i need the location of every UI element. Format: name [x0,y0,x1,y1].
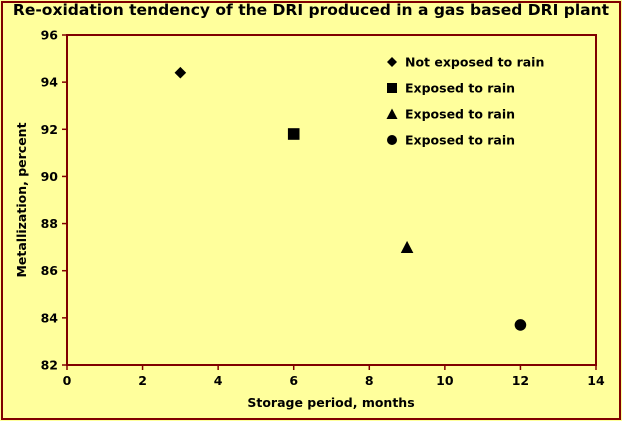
y-tick-label: 84 [41,310,59,325]
x-tick-label: 12 [512,373,529,388]
y-axis-ticks: 82 84 86 88 90 92 94 96 [41,28,67,373]
legend-marker-triangle [386,108,398,119]
data-point-triangle [400,240,414,253]
legend-label: Exposed to rain [405,133,515,148]
y-tick-label: 88 [41,216,58,231]
y-tick-label: 94 [41,75,59,90]
legend-label: Not exposed to rain [405,55,544,70]
x-tick-label: 2 [138,373,147,388]
chart-title: Re-oxidation tendency of the DRI produce… [12,1,610,19]
y-tick-label: 86 [41,263,59,278]
legend: Not exposed to rain Exposed to rain Expose… [386,55,544,148]
x-tick-label: 10 [436,373,454,388]
x-tick-label: 14 [587,373,605,388]
x-tick-label: 8 [365,373,374,388]
y-tick-label: 96 [41,28,59,43]
legend-label: Exposed to rain [405,107,515,122]
data-point-diamond [174,66,187,79]
legend-marker-square [387,83,397,93]
y-tick-label: 90 [41,169,59,184]
y-tick-label: 92 [41,122,58,137]
data-point-circle [514,319,527,331]
x-axis-label: Storage period, months [247,395,414,410]
x-tick-label: 4 [214,373,223,388]
data-points [174,66,527,331]
x-tick-label: 0 [63,373,72,388]
legend-marker-diamond [387,57,397,67]
x-tick-label: 6 [289,373,298,388]
y-tick-label: 82 [41,358,58,373]
y-axis-label: Metallization, percent [14,122,29,277]
legend-label: Exposed to rain [405,81,515,96]
plot-area-frame [66,34,597,366]
legend-marker-circle [387,135,397,145]
x-axis-ticks: 0 2 4 6 8 10 12 14 [63,365,605,388]
data-point-square [287,128,300,140]
